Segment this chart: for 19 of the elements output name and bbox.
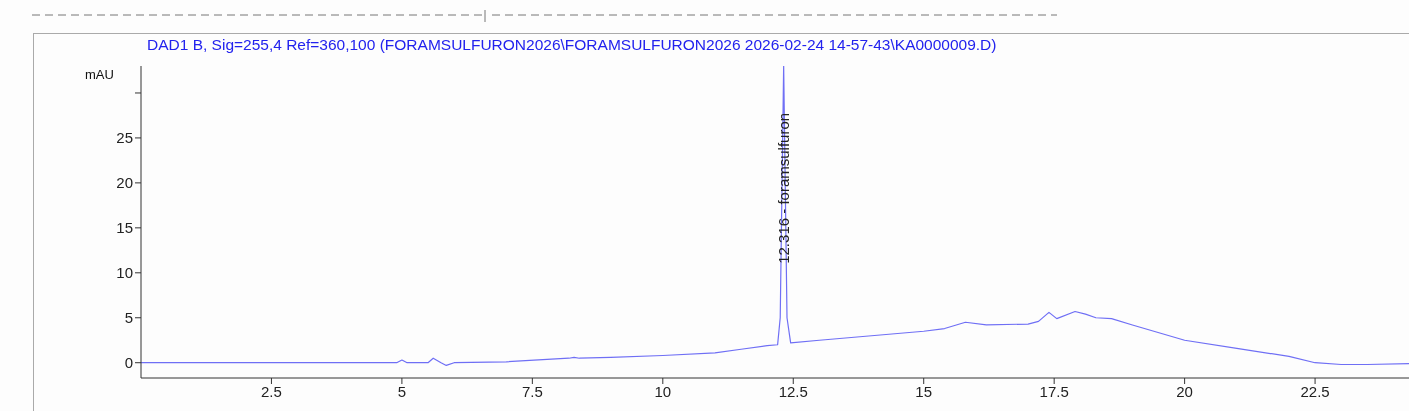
annotation: 12.316 - foramsulfuron (774, 112, 792, 264)
y-tick-label: 10 (116, 264, 133, 282)
y-tick-label: 15 (116, 219, 133, 237)
x-tick-label: 10 (654, 382, 672, 400)
x-tick-label: 5 (397, 382, 407, 400)
x-tick-label: 22.5 (1300, 382, 1330, 400)
x-tick-label: 15 (915, 382, 933, 400)
y-tick-label: 20 (116, 174, 133, 192)
x-tick-label: 20 (1176, 382, 1193, 400)
x-tick-label: 2.5 (261, 382, 282, 400)
y-tick-label: 0 (124, 354, 133, 372)
line-series (141, 66, 1409, 367)
x-tick-label: 17.5 (1039, 382, 1069, 400)
x-tick-label: 7.5 (521, 382, 543, 400)
chart-title: DAD1 B, Sig=255,4 Ref=360,100 (FORAMSULFURON2026\FORAMSULFURON2026 2026-02-24 14-57-43\KA0000009.D) (147, 36, 997, 54)
x-tick-label: 12.5 (778, 382, 808, 400)
y-tick-label: 5 (124, 309, 133, 327)
y-axis-title: mAU (85, 67, 114, 82)
y-tick-label: 25 (116, 129, 133, 147)
